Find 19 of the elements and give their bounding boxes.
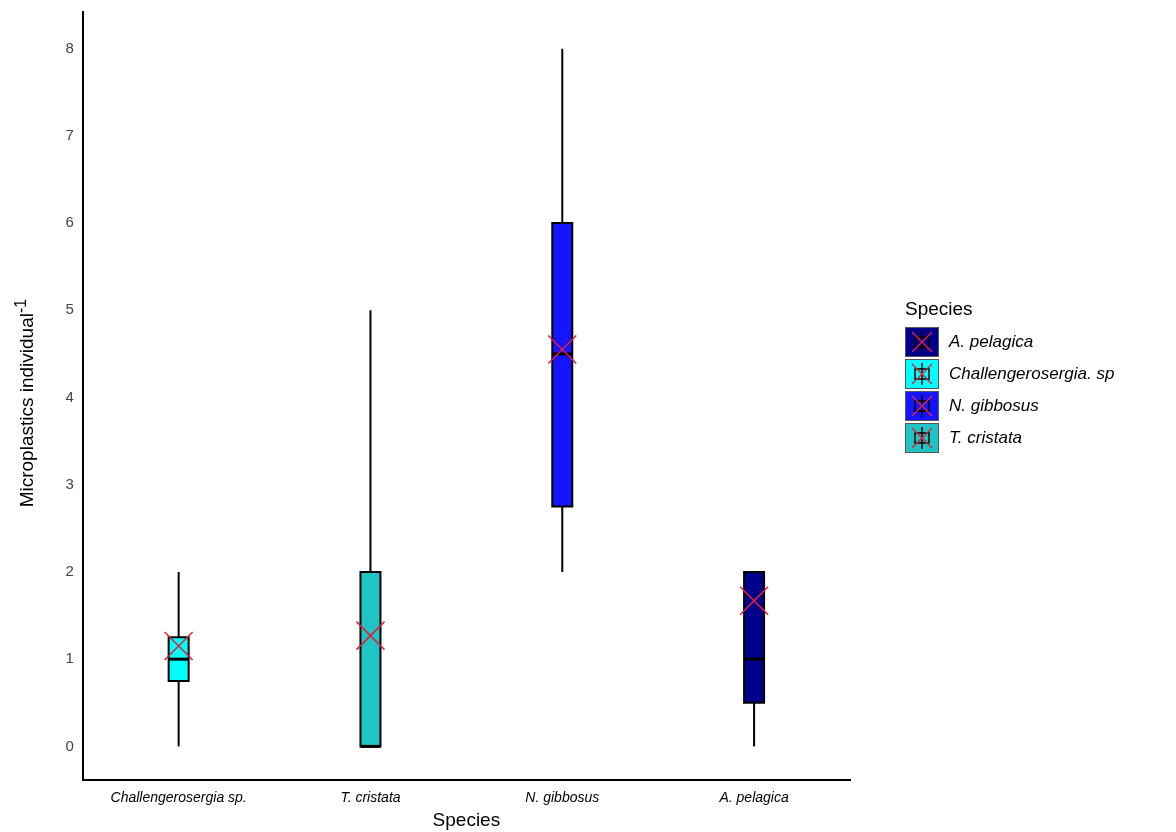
x-tick-label: N. gibbosus [525,788,600,805]
x-axis-title: Species [432,808,501,830]
legend-label: N. gibbosus [949,396,1039,416]
y-tick-label: 0 [65,736,74,754]
y-tick-label: 5 [65,300,74,318]
y-tick-label: 2 [65,562,74,580]
y-tick-label: 1 [65,649,74,667]
x-tick-label: T. cristata [340,788,401,805]
x-tick-label: A. pelagica [718,788,789,805]
y-tick-label: 6 [65,213,74,231]
y-tick-label: 8 [65,38,74,56]
legend-title: Species [905,298,974,320]
legend-label: Challengerosergia. sp [949,364,1115,384]
legend-label: T. cristata [949,428,1023,448]
y-tick-label: 3 [65,474,74,492]
x-tick-label: Challengerosergia sp. [110,788,247,805]
y-tick-label: 4 [65,387,74,405]
legend-label: A. pelagica [949,332,1034,352]
y-tick-label: 7 [65,125,74,143]
